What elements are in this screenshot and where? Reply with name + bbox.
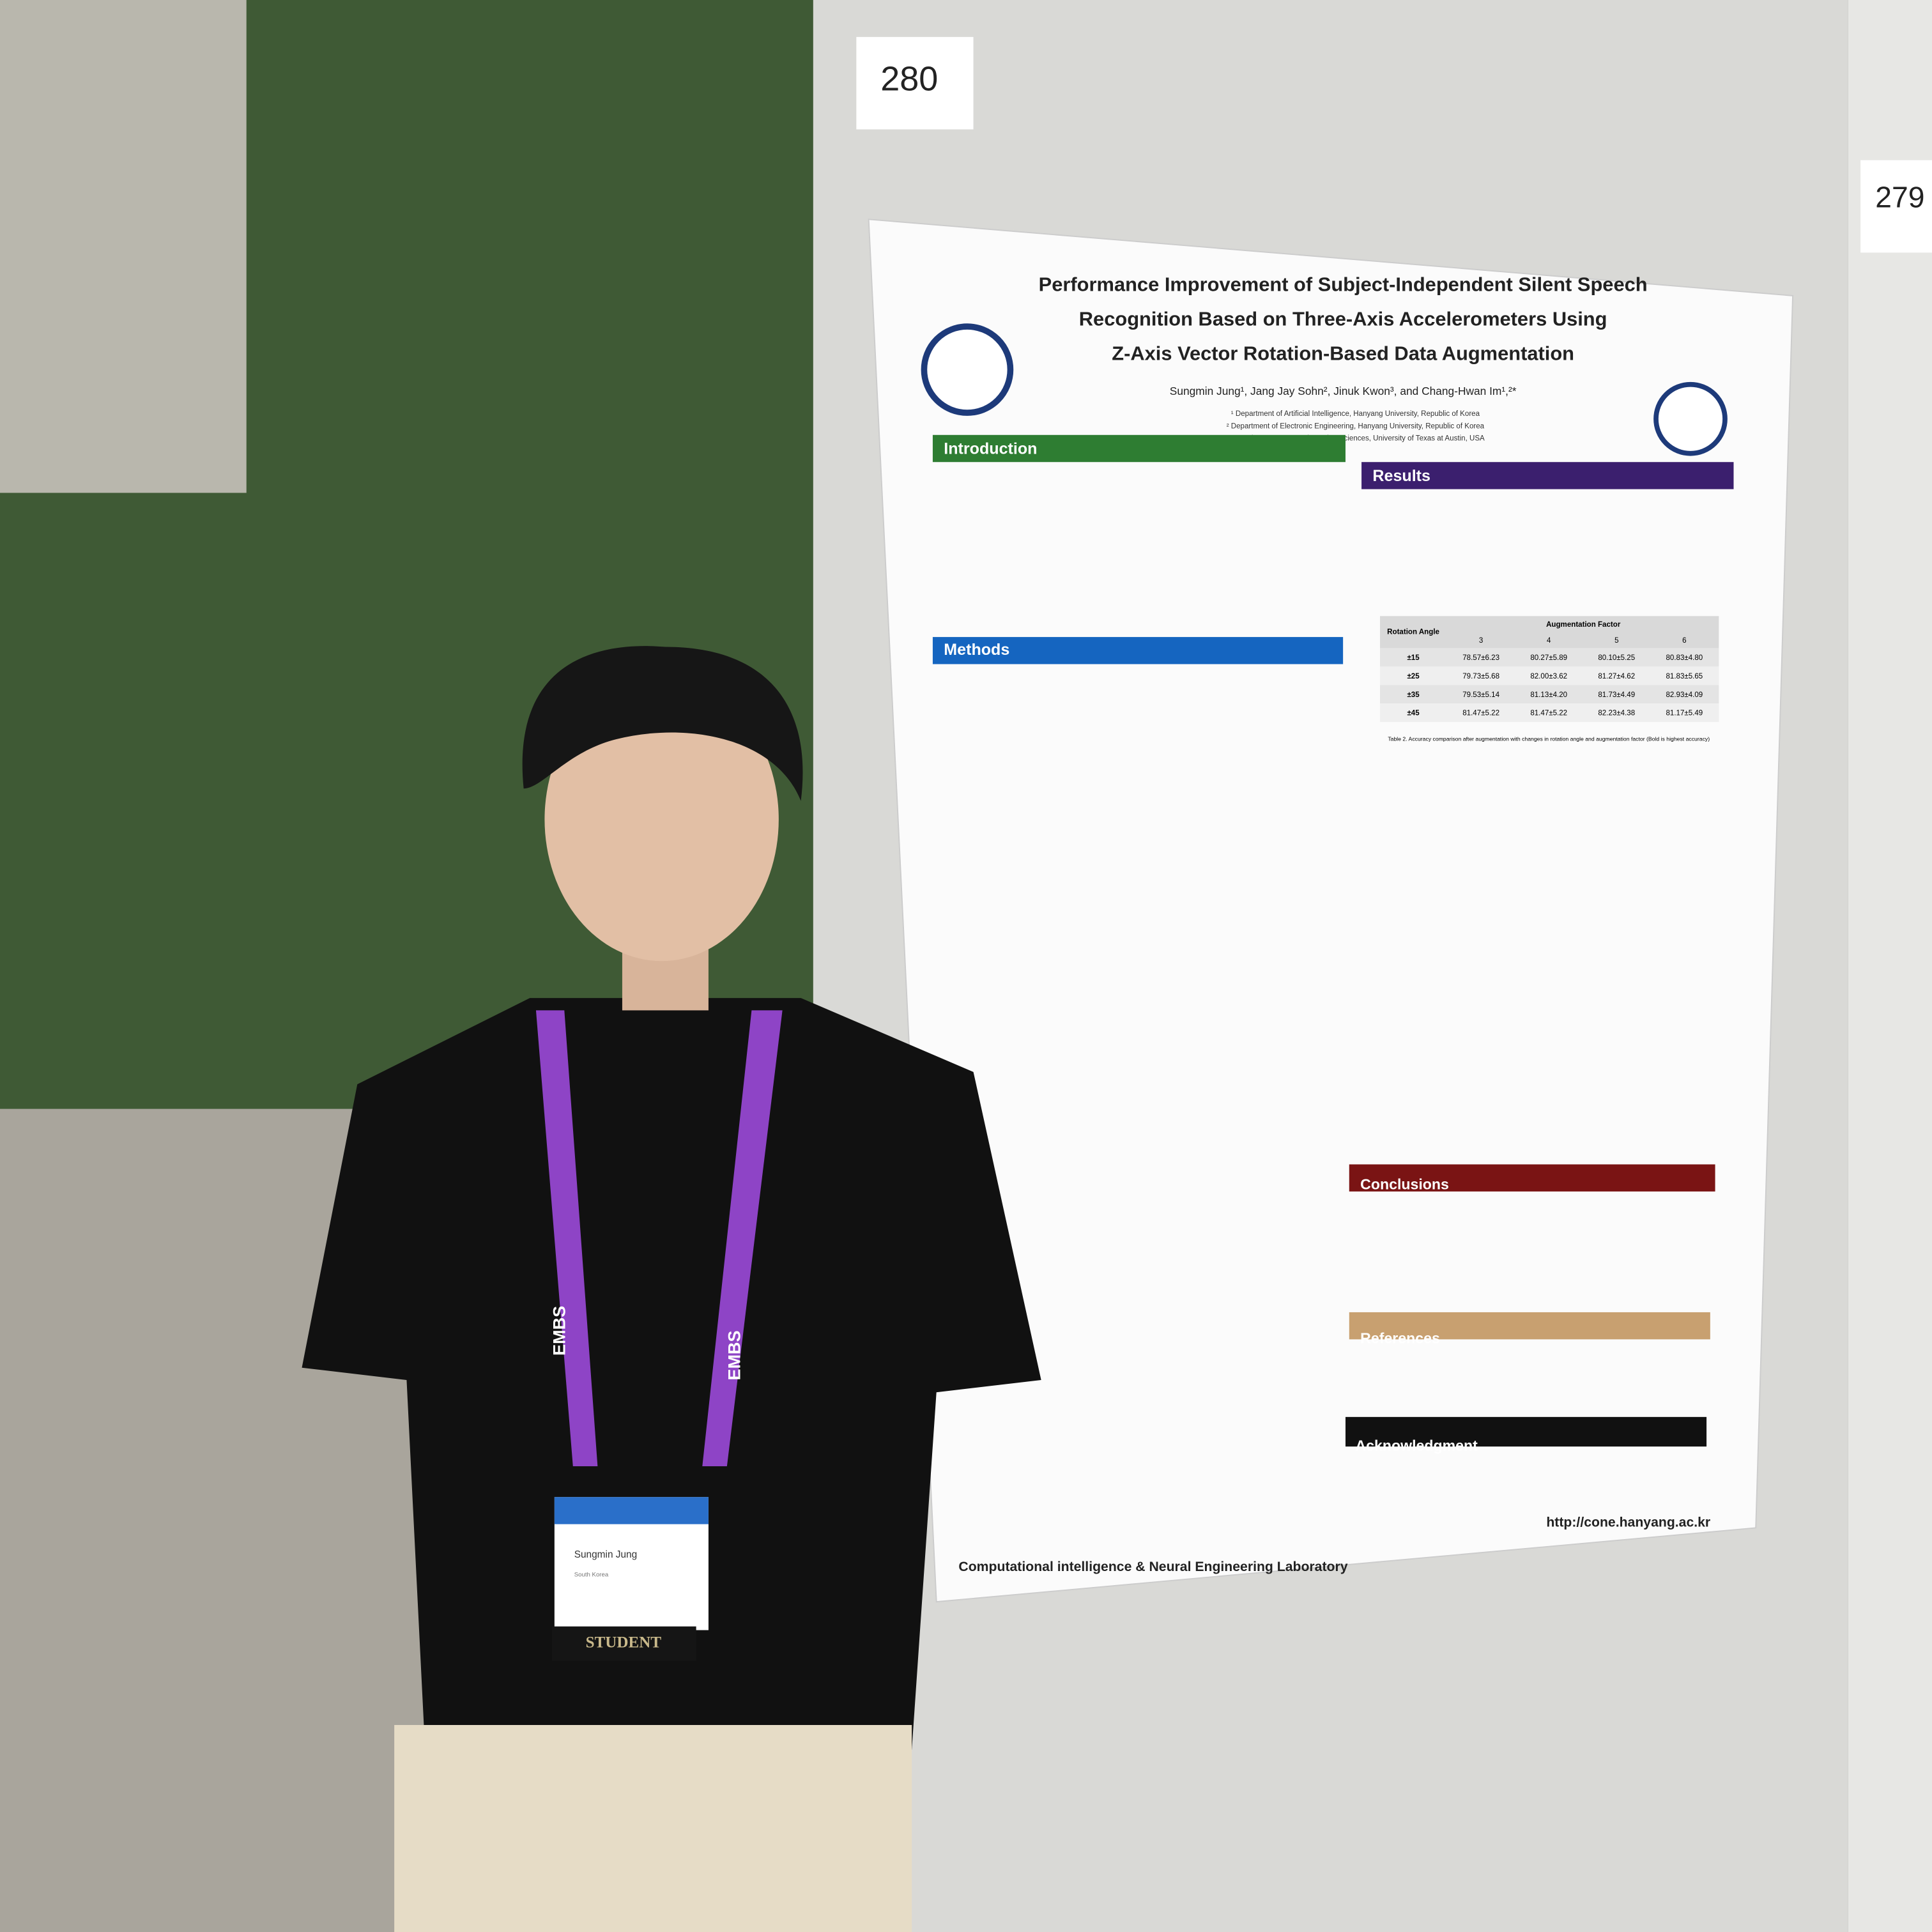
table-cell: ±15 — [1407, 654, 1420, 662]
badge-label: STUDENT — [586, 1634, 662, 1651]
lanyard-text: EMBS — [550, 1306, 569, 1356]
table-cell: ±35 — [1407, 691, 1420, 699]
section-header — [1349, 1164, 1715, 1192]
table-cell: 81.83±5.65 — [1666, 673, 1703, 680]
badge-country: South Korea — [574, 1571, 609, 1578]
url: http://cone.hanyang.ac.kr — [1546, 1515, 1710, 1529]
sign-number: 280 — [880, 60, 938, 98]
table-row-bg — [1380, 703, 1719, 723]
poster-content: Performance Improvement of Subject-Indep… — [921, 273, 1734, 1574]
affiliation: ¹ Department of Artificial Intelligence,… — [1231, 410, 1480, 418]
section-title: Introduction — [944, 440, 1037, 458]
hair — [522, 646, 803, 801]
table-row-bg — [1380, 666, 1719, 686]
sign — [1860, 160, 1932, 253]
table-cell: 78.57±6.23 — [1462, 654, 1499, 662]
section-header — [1361, 462, 1734, 489]
table-cell: 82.93±4.09 — [1666, 691, 1703, 699]
table-cell: ±25 — [1407, 673, 1420, 680]
table-header: 6 — [1682, 637, 1686, 645]
logo — [1653, 381, 1728, 456]
poster-title: Performance Improvement of Subject-Indep… — [1039, 273, 1648, 296]
sign-number: 279 — [1875, 181, 1924, 214]
section-title: Results — [1372, 467, 1430, 485]
table-header: 4 — [1547, 637, 1551, 645]
affiliation: ² Department of Electronic Engineering, … — [1227, 422, 1485, 430]
section-header — [1349, 1312, 1710, 1340]
results-table: Rotation Angle Augmentation Factor 3 4 5 6 ±15… — [1380, 616, 1719, 742]
table-header: 3 — [1479, 637, 1483, 645]
table-cell: 79.53±5.14 — [1462, 691, 1499, 699]
logo — [921, 323, 1014, 416]
lanyard-strap — [535, 1010, 598, 1466]
section-header — [932, 434, 1346, 463]
lab-name: Computational intelligence & Neural Engi… — [958, 1560, 1347, 1574]
table-cell: 81.17±5.49 — [1666, 710, 1703, 717]
table-header-bg — [1380, 616, 1719, 648]
poster-title: Z-Axis Vector Rotation-Based Data Augmen… — [1112, 342, 1574, 365]
table-cell: 80.10±5.25 — [1598, 654, 1635, 662]
authors: Sungmin Jung¹, Jang Jay Sohn², Jinuk Kwo… — [1170, 385, 1517, 397]
table-row-bg — [1380, 648, 1719, 667]
section-title: Methods — [944, 641, 1009, 659]
table-header: Augmentation Factor — [1546, 621, 1621, 629]
table-caption: Table 2. Accuracy comparison after augme… — [1388, 735, 1710, 742]
table-cell: 80.83±4.80 — [1666, 654, 1703, 662]
table-cell: 81.73±4.49 — [1598, 691, 1635, 699]
table-cell: 80.27±5.89 — [1530, 654, 1567, 662]
section-title: Acknowledgment — [1355, 1437, 1478, 1453]
table-cell: 81.27±4.62 — [1598, 673, 1635, 680]
table-cell: 81.13±4.20 — [1530, 691, 1567, 699]
section-header — [1346, 1416, 1707, 1447]
section-title: References — [1360, 1330, 1440, 1346]
table-cell: 81.47±5.22 — [1462, 710, 1499, 717]
table-header: 5 — [1614, 637, 1618, 645]
poster-title: Recognition Based on Three-Axis Accelero… — [1079, 308, 1607, 330]
badge-banner — [554, 1497, 709, 1524]
table-header: Rotation Angle — [1387, 628, 1439, 636]
table-row-bg — [1380, 685, 1719, 704]
face — [544, 677, 779, 962]
lanyard-strap — [702, 1010, 783, 1466]
shirt — [302, 998, 1041, 1750]
section-header — [932, 637, 1344, 664]
lanyard-text: EMBS — [724, 1330, 744, 1380]
badge-label-bg — [552, 1626, 696, 1661]
table-cell: 79.73±5.68 — [1462, 673, 1499, 680]
pants — [394, 1725, 912, 1932]
side-panel — [1848, 0, 1932, 1932]
table-cell: 81.47±5.22 — [1530, 710, 1567, 717]
section-title: Conclusions — [1360, 1176, 1449, 1192]
building — [0, 0, 247, 493]
table-cell: 82.00±3.62 — [1530, 673, 1567, 680]
badge-name: Sungmin Jung — [574, 1549, 638, 1560]
table-cell: ±45 — [1407, 710, 1420, 717]
table-cell: 82.23±4.38 — [1598, 710, 1635, 717]
sign — [856, 36, 974, 130]
